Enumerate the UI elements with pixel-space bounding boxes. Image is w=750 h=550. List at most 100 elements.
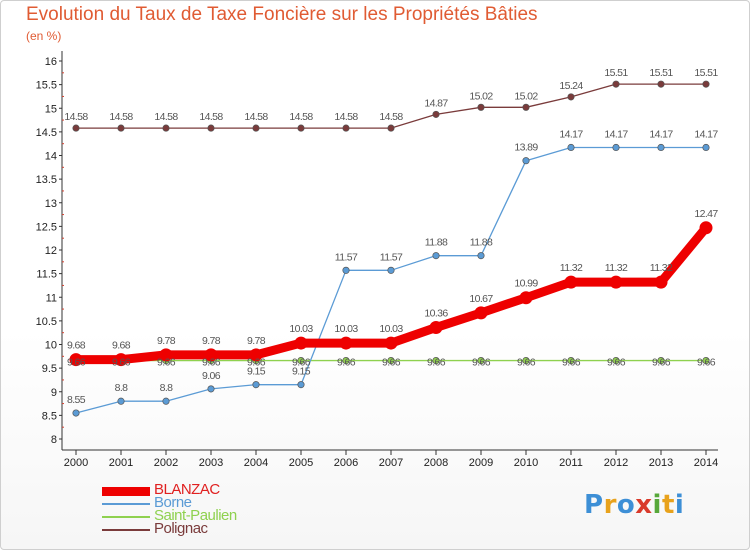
data-label-polignac-2012: 15.51 (604, 67, 628, 79)
point-borne-2005 (297, 381, 305, 389)
point-blanzac-2002 (159, 348, 173, 362)
x-tick-label: 2012 (604, 457, 628, 469)
point-polignac-2004 (252, 124, 260, 132)
data-label-polignac-2007: 14.58 (379, 111, 403, 123)
point-borne-2009 (477, 252, 485, 260)
legend-label-saint-paulien: Saint-Paulien (154, 507, 237, 524)
data-label-polignac-2005: 14.58 (289, 111, 313, 123)
data-label-saint-paulien-2006: 9.66 (337, 357, 356, 369)
legend-swatch-blanzac (102, 486, 150, 496)
point-polignac-2009 (477, 103, 485, 111)
data-label-blanzac-2010: 10.99 (514, 278, 538, 290)
data-label-polignac-2002: 14.58 (154, 111, 178, 123)
data-label-borne-2009: 11.88 (470, 237, 493, 249)
data-label-saint-paulien-2000: 9.66 (67, 357, 86, 369)
data-label-blanzac-2009: 10.67 (469, 293, 493, 305)
data-label-saint-paulien-2010: 9.66 (517, 357, 536, 369)
y-tick-label: 10.5 (36, 316, 57, 328)
data-label-blanzac-2004: 9.78 (247, 335, 266, 347)
logo-letter: o (616, 490, 636, 520)
x-tick-label: 2013 (649, 457, 673, 469)
x-tick-label: 2014 (694, 457, 718, 469)
point-blanzac-2010 (519, 291, 533, 305)
y-tick-label: 8 (51, 434, 57, 446)
point-saint-paulien-2010 (522, 357, 530, 365)
data-label-borne-2011: 14.17 (559, 128, 583, 140)
data-label-saint-paulien-2003: 9.66 (202, 357, 221, 369)
point-borne-2006 (342, 266, 350, 274)
point-polignac-2005 (297, 124, 305, 132)
y-tick-label: 12.5 (36, 221, 57, 233)
point-blanzac-2005 (294, 336, 308, 350)
data-label-borne-2006: 11.57 (335, 251, 358, 263)
point-polignac-2008 (432, 110, 440, 118)
point-borne-2013 (657, 143, 665, 152)
point-saint-paulien-2006 (342, 357, 350, 365)
legend-label-polignac: Polignac (154, 520, 208, 537)
data-label-borne-2005: 9.15 (292, 366, 311, 378)
legend-swatch-polignac (102, 529, 150, 531)
data-label-polignac-2013: 15.51 (649, 67, 673, 79)
x-tick-label: 2009 (469, 457, 493, 469)
x-tick-label: 2004 (244, 457, 268, 469)
data-label-saint-paulien-2013: 9.66 (652, 357, 671, 369)
point-polignac-2011 (567, 93, 575, 101)
point-borne-2010 (522, 157, 530, 165)
point-blanzac-2001 (114, 353, 128, 367)
data-label-saint-paulien-2011: 9.66 (562, 357, 581, 369)
y-tick-label: 9.5 (42, 363, 57, 375)
point-blanzac-2003 (204, 348, 218, 362)
logo-letter: r (603, 490, 617, 520)
point-polignac-2014 (702, 80, 710, 88)
data-label-saint-paulien-2012: 9.66 (607, 357, 626, 369)
point-polignac-2001 (117, 124, 125, 132)
x-tick-label: 2002 (154, 457, 178, 469)
data-label-blanzac-2012: 11.32 (605, 262, 628, 274)
data-label-blanzac-2000: 9.68 (67, 340, 86, 352)
data-label-saint-paulien-2008: 9.66 (427, 357, 446, 369)
logo-letter: x (635, 490, 653, 520)
point-blanzac-2011 (564, 275, 578, 289)
point-polignac-2013 (657, 80, 665, 88)
point-blanzac-2000 (69, 353, 83, 367)
data-label-blanzac-2003: 9.78 (202, 335, 221, 347)
data-label-saint-paulien-2005: 9.66 (292, 357, 311, 369)
data-label-polignac-2000: 14.58 (64, 111, 88, 123)
data-label-polignac-2014: 15.51 (694, 67, 718, 79)
data-label-blanzac-2008: 10.36 (424, 307, 448, 319)
data-label-polignac-2011: 15.24 (559, 80, 583, 92)
point-polignac-2010 (522, 103, 530, 111)
data-label-borne-2014: 14.17 (694, 128, 718, 140)
data-label-borne-2012: 14.17 (604, 128, 628, 140)
x-tick-label: 2010 (514, 457, 538, 469)
point-blanzac-2014 (699, 221, 713, 235)
data-label-blanzac-2006: 10.03 (334, 323, 358, 335)
data-label-saint-paulien-2001: 9.66 (112, 357, 131, 369)
data-label-borne-2003: 9.06 (202, 370, 221, 382)
point-borne-2003 (207, 385, 215, 393)
legend-swatch-borne (102, 503, 150, 505)
point-blanzac-2004 (249, 348, 263, 362)
y-tick-label: 11.5 (36, 269, 57, 281)
logo-letter: i (652, 490, 662, 520)
y-tick-label: 16 (45, 56, 57, 68)
proxiti-logo: Proxiti (584, 490, 684, 520)
point-saint-paulien-2005 (297, 357, 305, 365)
point-borne-2011 (567, 143, 575, 152)
y-tick-label: 8.5 (42, 410, 57, 422)
data-label-borne-2007: 11.57 (380, 251, 403, 263)
point-borne-2007 (387, 266, 395, 274)
point-borne-2001 (117, 397, 125, 405)
legend-swatch-saint-paulien (102, 516, 150, 518)
point-blanzac-2009 (474, 306, 488, 320)
data-label-blanzac-2002: 9.78 (157, 335, 176, 347)
chart-title: Evolution du Taux de Taxe Foncière sur l… (26, 4, 538, 25)
data-label-borne-2010: 13.89 (514, 142, 538, 154)
data-label-blanzac-2013: 11.32 (650, 262, 673, 274)
point-borne-2002 (162, 397, 170, 405)
data-label-polignac-2001: 14.58 (109, 111, 133, 123)
point-saint-paulien-2014 (702, 357, 710, 365)
data-label-blanzac-2001: 9.68 (112, 340, 131, 352)
x-tick-label: 2000 (64, 457, 88, 469)
chart-subtitle: (en %) (26, 29, 62, 43)
